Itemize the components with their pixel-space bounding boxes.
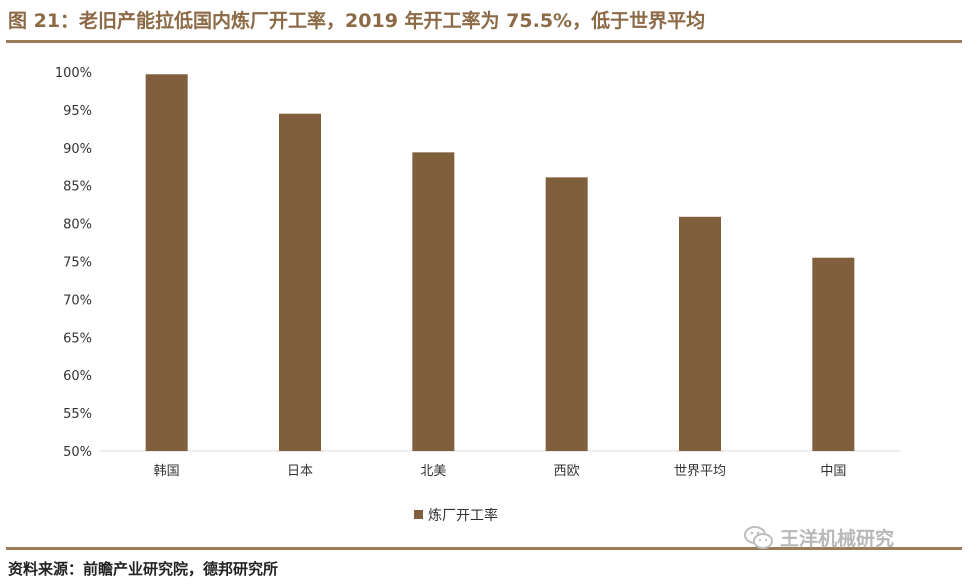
x-tick-label: 韩国	[154, 464, 180, 479]
x-tick-label: 中国	[820, 464, 846, 479]
bars	[145, 74, 855, 452]
bar-2	[412, 152, 455, 451]
source-note: 资料来源：前瞻产业研究院，德邦研究所	[8, 560, 279, 578]
bar-3	[545, 177, 588, 451]
legend-swatch	[414, 510, 423, 519]
title-divider	[6, 40, 962, 43]
bar-chart: 50% 55% 60% 65% 70% 75% 80% 85% 90% 95% 100% 韩国 日本 北…	[55, 66, 900, 524]
bar-5	[812, 257, 855, 451]
y-tick-label: 75%	[63, 256, 92, 271]
watermark-text: 王洋机械研究	[780, 528, 895, 550]
y-tick-label: 80%	[63, 218, 92, 233]
x-tick-label: 日本	[287, 464, 313, 479]
watermark: 王洋机械研究	[744, 524, 894, 551]
bar-0	[145, 74, 188, 452]
y-tick-label: 85%	[63, 180, 92, 195]
y-tick-label: 55%	[63, 407, 92, 422]
y-tick-label: 50%	[63, 445, 92, 460]
legend-label: 炼厂开工率	[428, 507, 498, 524]
y-tick-label: 100%	[55, 66, 92, 81]
y-tick-label: 90%	[63, 142, 92, 157]
y-axis-ticks: 50% 55% 60% 65% 70% 75% 80% 85% 90% 95% 100%	[55, 66, 92, 460]
figure-title: 图 21：老旧产能拉低国内炼厂开工率，2019 年开工率为 75.5%，低于世界…	[8, 10, 706, 32]
x-tick-label: 世界平均	[674, 464, 726, 479]
x-tick-label: 北美	[420, 464, 446, 479]
y-tick-label: 60%	[63, 369, 92, 384]
x-tick-label: 西欧	[554, 464, 580, 479]
bar-4	[679, 216, 721, 451]
x-axis-ticks: 韩国 日本 北美 西欧 世界平均 中国	[154, 464, 847, 479]
y-tick-label: 95%	[63, 104, 92, 119]
y-tick-label: 65%	[63, 331, 92, 346]
bar-1	[279, 113, 321, 451]
wechat-icon	[744, 525, 774, 551]
footer-divider	[6, 547, 962, 550]
legend: 炼厂开工率	[414, 507, 498, 524]
y-tick-label: 70%	[63, 293, 92, 308]
